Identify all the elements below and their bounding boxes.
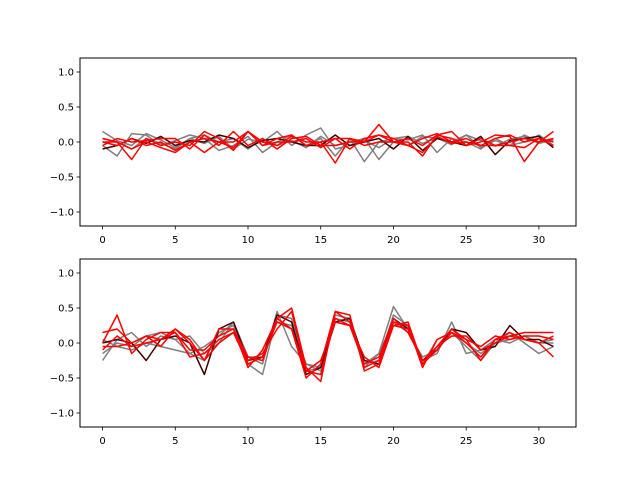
x-tick-label: 0: [99, 436, 105, 447]
y-tick-label: 0.0: [58, 138, 74, 149]
x-tick-label: 5: [172, 235, 178, 246]
y-tick-label: −1.0: [50, 409, 74, 420]
series-line: [102, 123, 554, 164]
x-tick-label: 30: [533, 436, 546, 447]
x-tick-label: 15: [314, 235, 327, 246]
x-tick-label: 5: [172, 436, 178, 447]
y-tick-label: 1.0: [58, 68, 74, 79]
y-tick-label: −1.0: [50, 208, 74, 219]
series-group: [101, 305, 554, 383]
y-tick-label: −0.5: [50, 374, 74, 385]
series-line: [102, 130, 554, 154]
series-group: [102, 123, 554, 164]
x-tick-label: 15: [314, 436, 327, 447]
y-tick-label: 0.5: [58, 304, 74, 315]
y-tick-label: 1.0: [58, 269, 74, 280]
x-tick-label: 30: [533, 235, 546, 246]
x-tick-label: 10: [242, 436, 255, 447]
x-tick-label: 20: [387, 235, 400, 246]
x-tick-label: 0: [99, 235, 105, 246]
series-line: [102, 130, 554, 154]
y-tick-label: 0.5: [58, 103, 74, 114]
series-line: [101, 310, 554, 372]
subplot-top: 0 5 10 15 20 25 30 1.0 0.5 0.0 −0.5 −1.0: [50, 57, 577, 246]
y-tick-label: 0.0: [58, 339, 74, 350]
series-line: [102, 317, 554, 376]
x-tick-label: 25: [460, 436, 473, 447]
x-tick-label: 20: [387, 436, 400, 447]
subplot-bottom: 0 5 10 15 20 25 30 1.0 0.5 0.0 −0.5 −1.0: [50, 258, 577, 447]
x-tick-label: 25: [460, 235, 473, 246]
x-tick-label: 10: [242, 235, 255, 246]
y-tick-label: −0.5: [50, 173, 74, 184]
